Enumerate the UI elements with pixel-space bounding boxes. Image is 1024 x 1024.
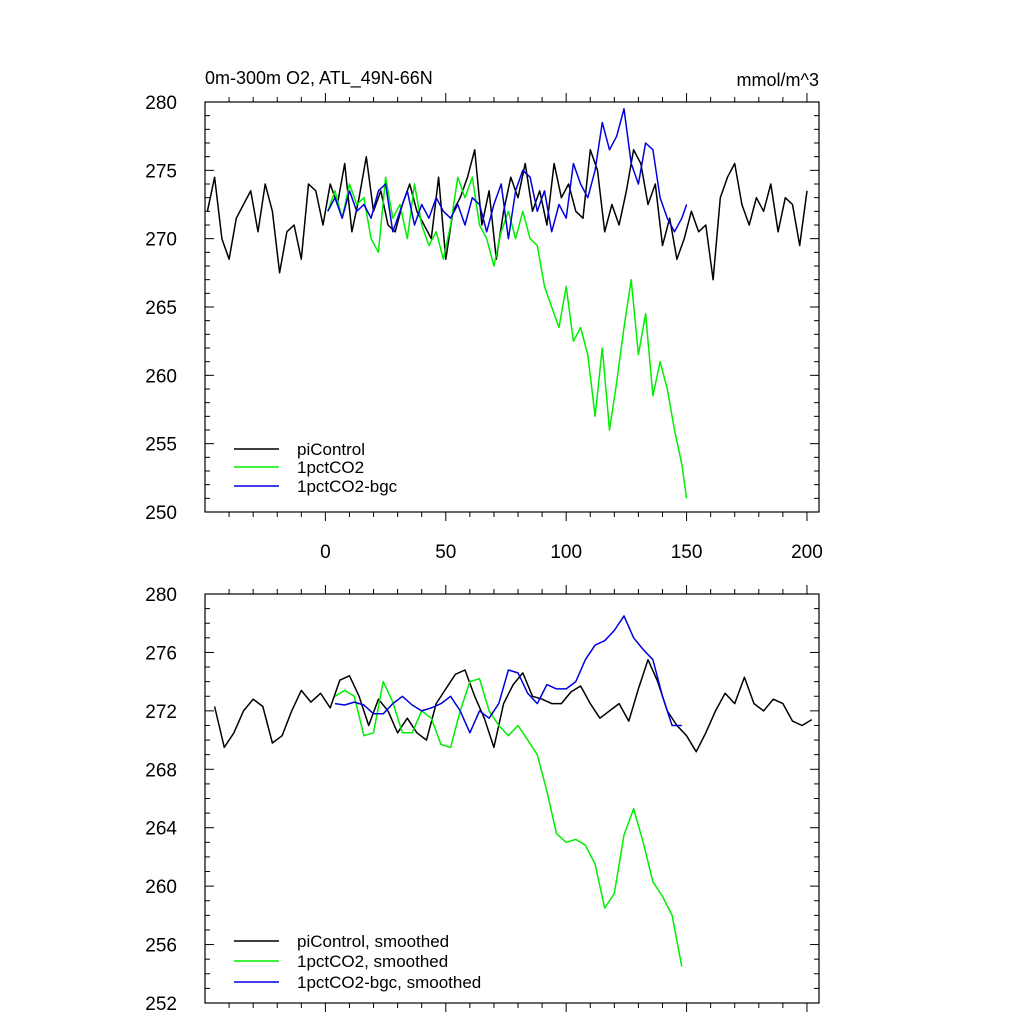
- top-x-tick-label: 0: [320, 542, 331, 563]
- bottom-y-tick-label: 268: [145, 760, 177, 781]
- top-x-tick-label: 50: [435, 542, 456, 563]
- top-y-tick-label: 280: [145, 93, 177, 114]
- bottom-legend-label-1pctco2-bgc-smoothed: 1pctCO2-bgc, smoothed: [297, 973, 481, 992]
- bottom-legend-label-picontrol-smoothed: piControl, smoothed: [297, 932, 449, 951]
- top-panel-frame: [204, 101, 820, 513]
- bottom-y-tick-label: 252: [145, 994, 177, 1015]
- top-legend-label-1pctco2: 1pctCO2: [297, 458, 364, 477]
- bottom-panel: 252 256 260 264 268 272 276 280 piControl, smoo…: [145, 585, 820, 1015]
- bottom-y-tick-label: 280: [145, 585, 177, 606]
- bottom-panel-frame: [204, 593, 820, 1004]
- top-panel-title: 0m-300m O2, ATL_49N-66N: [205, 68, 433, 89]
- bottom-y-tick-label: 276: [145, 643, 177, 664]
- top-x-tick-label: 200: [791, 542, 823, 563]
- bottom-y-tick-label: 256: [145, 936, 177, 957]
- top-y-tick-label: 260: [145, 366, 177, 387]
- top-y-tick-label: 255: [145, 435, 177, 456]
- top-y-tick-label: 265: [145, 298, 177, 319]
- top-x-tick-label: 150: [671, 542, 703, 563]
- top-series-1pctco2-bgc-line: [327, 108, 688, 240]
- top-y-tick-label: 250: [145, 503, 177, 524]
- top-y-tick-label: 275: [145, 161, 177, 182]
- top-x-tick-label: 100: [550, 542, 582, 563]
- top-series-picontrol-line: [206, 149, 808, 281]
- bottom-series-1pctco2-bgc-smoothed-line: [334, 615, 682, 734]
- bottom-y-tick-label: 272: [145, 702, 177, 723]
- bottom-legend-label-1pctco2-smoothed: 1pctCO2, smoothed: [297, 952, 448, 971]
- bottom-series-1pctco2-smoothed-line: [334, 677, 683, 967]
- bottom-series-picontrol-smoothed-line: [213, 658, 813, 753]
- top-legend-label-1pctco2-bgc: 1pctCO2-bgc: [297, 477, 398, 496]
- top-legend-label-picontrol: piControl: [297, 440, 365, 459]
- top-y-tick-label: 270: [145, 230, 177, 251]
- top-series-1pctco2-line: [327, 176, 688, 499]
- top-panel: 0m-300m O2, ATL_49N-66N mmol/m^3 0 50 100 1…: [145, 68, 823, 563]
- bottom-y-tick-label: 264: [145, 819, 177, 840]
- bottom-y-tick-label: 260: [145, 877, 177, 898]
- top-panel-units: mmol/m^3: [737, 70, 819, 90]
